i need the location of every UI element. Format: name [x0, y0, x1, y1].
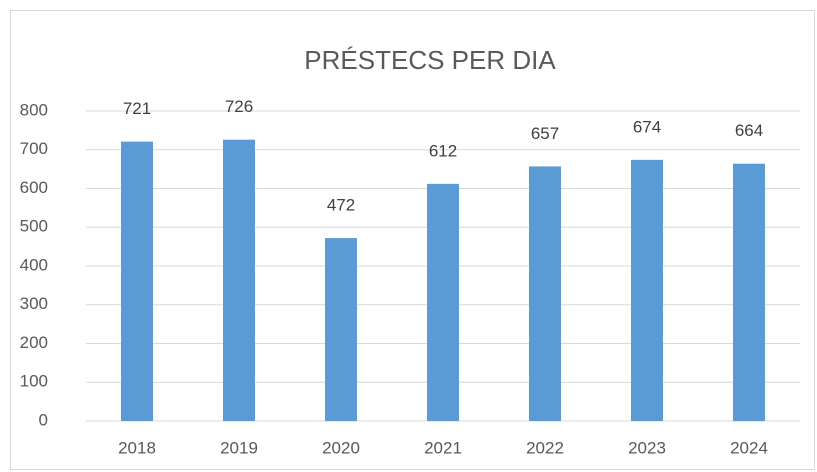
x-tick-label: 2018: [118, 438, 156, 457]
y-tick-label: 200: [20, 333, 48, 352]
y-tick-label: 0: [39, 410, 48, 429]
data-label: 657: [531, 124, 559, 143]
data-label: 726: [225, 97, 253, 116]
x-tick-label: 2023: [628, 438, 666, 457]
data-label: 721: [123, 99, 151, 118]
bar: [529, 166, 561, 421]
x-tick-label: 2019: [220, 438, 258, 457]
x-tick-label: 2021: [424, 438, 462, 457]
y-tick-label: 600: [20, 178, 48, 197]
x-tick-label: 2020: [322, 438, 360, 457]
data-label: 472: [327, 196, 355, 215]
x-tick-label: 2022: [526, 438, 564, 457]
y-tick-label: 800: [20, 100, 48, 119]
y-tick-label: 500: [20, 217, 48, 236]
y-tick-label: 400: [20, 255, 48, 274]
bar: [223, 139, 255, 422]
bar: [631, 159, 663, 421]
x-tick-label: 2024: [730, 438, 768, 457]
bar: [427, 183, 459, 421]
y-tick-label: 300: [20, 294, 48, 313]
data-label: 674: [633, 117, 661, 136]
chart-title: PRÉSTECS PER DIA: [304, 45, 556, 75]
y-tick-label: 700: [20, 139, 48, 158]
bar: [325, 238, 357, 421]
data-label: 664: [735, 121, 763, 140]
bar: [121, 141, 153, 422]
y-tick-label: 100: [20, 372, 48, 391]
bar: [733, 163, 765, 421]
data-label: 612: [429, 141, 457, 160]
